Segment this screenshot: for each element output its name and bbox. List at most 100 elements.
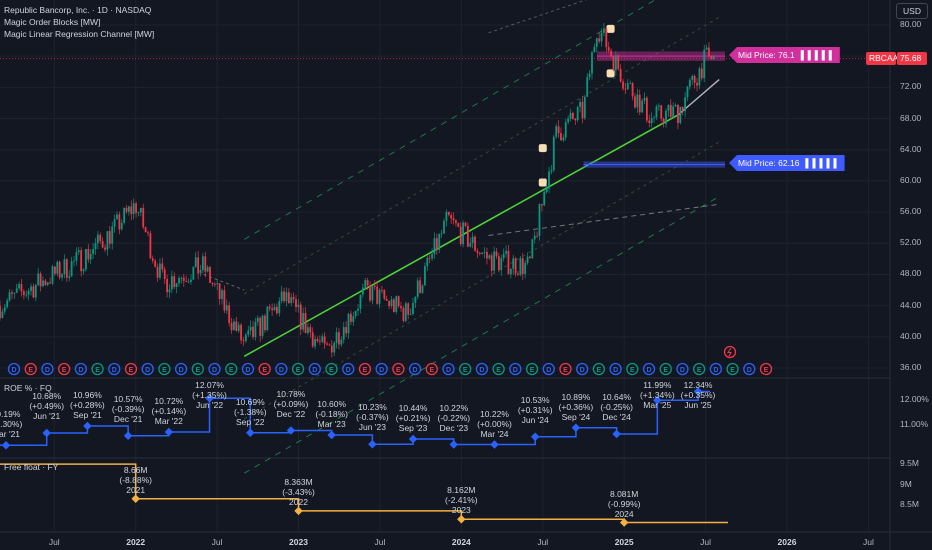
candle-body	[708, 47, 710, 56]
order-block-label: Mid Price: 76.1	[738, 50, 795, 60]
candle-body	[108, 231, 111, 244]
order-block-marker	[606, 69, 615, 78]
candle-body	[0, 305, 1, 319]
channel-lower-inner	[243, 141, 720, 420]
free-float-data-label: 8.363M (-3.43%) 2022	[282, 477, 315, 507]
dividend-marker-icon	[174, 362, 188, 376]
candle-body	[402, 308, 405, 321]
roe-label-change: (+0.35%)	[680, 390, 716, 400]
roe-label-change: (+0.28%)	[70, 400, 105, 410]
candle-body	[622, 81, 624, 89]
candle-body	[536, 235, 538, 237]
roe-data-label: 10.89% (+0.36%) Sep '24	[559, 392, 594, 422]
candle-body	[712, 56, 715, 60]
roe-label-value: 10.22%	[480, 408, 509, 419]
free-float-pane-title[interactable]: Free float · FY	[4, 462, 59, 472]
candle-body	[660, 105, 663, 119]
roe-label-value: 10.72%	[154, 396, 184, 406]
earnings-marker-icon	[559, 362, 572, 376]
currency-button[interactable]: USD	[896, 3, 928, 19]
roe-label-period: Mar '25	[643, 400, 672, 410]
candle-body	[412, 302, 414, 314]
candle-body	[314, 339, 316, 347]
candle-body	[182, 277, 185, 281]
candle-body	[483, 252, 486, 253]
candle-body	[120, 222, 123, 230]
event-marker-glyph: D	[45, 367, 50, 374]
symbol-title[interactable]: Republic Bancorp, Inc. · 1D · NASDAQ	[4, 5, 152, 15]
event-marker-glyph: E	[296, 367, 301, 374]
candle-body	[168, 289, 171, 293]
candle-body	[297, 304, 300, 308]
candle-body	[703, 49, 706, 79]
earnings-marker-icon	[492, 362, 505, 376]
candle-body	[173, 276, 176, 288]
roe-data-label: 10.72% (+0.14%) Mar '22	[151, 396, 186, 426]
dividend-marker-icon	[108, 362, 121, 376]
candle-body	[292, 297, 295, 300]
roe-label-change: (-1.38%)	[233, 406, 267, 417]
candle-body	[409, 313, 412, 315]
roe-pane-title[interactable]: ROE % · FQ	[4, 383, 52, 393]
earnings-marker-icon	[91, 362, 104, 376]
price-axis-label: 36.00	[900, 362, 922, 372]
roe-label-change: (+0.14%)	[151, 406, 187, 416]
roe-label-period: Jun '24	[521, 414, 549, 425]
earnings-marker-icon	[24, 362, 37, 376]
event-marker-glyph: D	[11, 367, 16, 374]
candle-body	[605, 28, 608, 48]
roe-data-label: 10.57% (-0.39%) Dec '21	[112, 394, 145, 424]
roe-data-label: 12.34% (+0.35%) Jun '25	[681, 380, 716, 410]
last-price-tag: 75.68	[897, 52, 927, 65]
candle-body	[187, 281, 190, 283]
candle-body	[149, 233, 152, 259]
roe-data-label: 10.19%(-0.30%)Mar '21	[0, 409, 22, 439]
candle-body	[37, 273, 40, 285]
roe-label-period: Sep '24	[561, 411, 591, 422]
candle-body	[302, 313, 305, 330]
candle-body	[15, 288, 18, 293]
roe-label-period: Jun '21	[33, 411, 61, 421]
candle-body	[359, 294, 362, 309]
dividend-marker-icon	[709, 362, 723, 376]
candle-body	[304, 313, 307, 333]
roe-label-value: 10.57%	[113, 393, 143, 404]
candle-body	[669, 104, 672, 117]
order-block-tag-demand[interactable]: Mid Price: 62.16 ▌▌▌▌▌	[729, 155, 845, 171]
event-marker-glyph: D	[179, 367, 184, 374]
candle-body	[576, 106, 579, 121]
candle-body	[104, 247, 106, 250]
candle-body	[328, 344, 331, 346]
candle-body	[202, 256, 204, 270]
candle-body	[447, 211, 450, 215]
candle-body	[280, 291, 283, 302]
time-axis-label: 2022	[126, 537, 146, 547]
indicator-order-blocks[interactable]: Magic Order Blocks [MW]	[4, 17, 101, 27]
price-axis-label: 52.00	[900, 237, 922, 248]
candle-body	[471, 236, 474, 244]
free-float-label-value: 8.081M	[609, 488, 639, 499]
roe-label-change: (+0.00%)	[477, 418, 512, 429]
candle-body	[624, 88, 627, 90]
candle-body	[330, 345, 333, 353]
candle-body	[261, 315, 264, 336]
candle-body	[249, 326, 252, 331]
candle-body	[672, 106, 675, 117]
earnings-marker-icon	[158, 362, 171, 376]
dividend-marker-icon	[342, 362, 355, 376]
roe-label-value: 10.19%	[0, 409, 21, 420]
candle-body	[340, 339, 343, 345]
candle-body	[540, 204, 543, 206]
earnings-marker-icon	[358, 362, 372, 376]
candle-body	[524, 262, 527, 274]
candle-body	[376, 286, 379, 304]
event-marker-glyph: D	[279, 367, 284, 374]
candle-body	[440, 233, 443, 235]
roe-label-value: 10.23%	[357, 402, 387, 413]
candle-body	[619, 69, 622, 82]
candle-body	[569, 112, 572, 119]
candle-body	[326, 343, 328, 345]
order-block-tag-supply[interactable]: Mid Price: 76.1 ▌▌▌▌▌	[729, 47, 840, 63]
indicator-regression-channel[interactable]: Magic Linear Regression Channel [MW]	[4, 29, 155, 39]
